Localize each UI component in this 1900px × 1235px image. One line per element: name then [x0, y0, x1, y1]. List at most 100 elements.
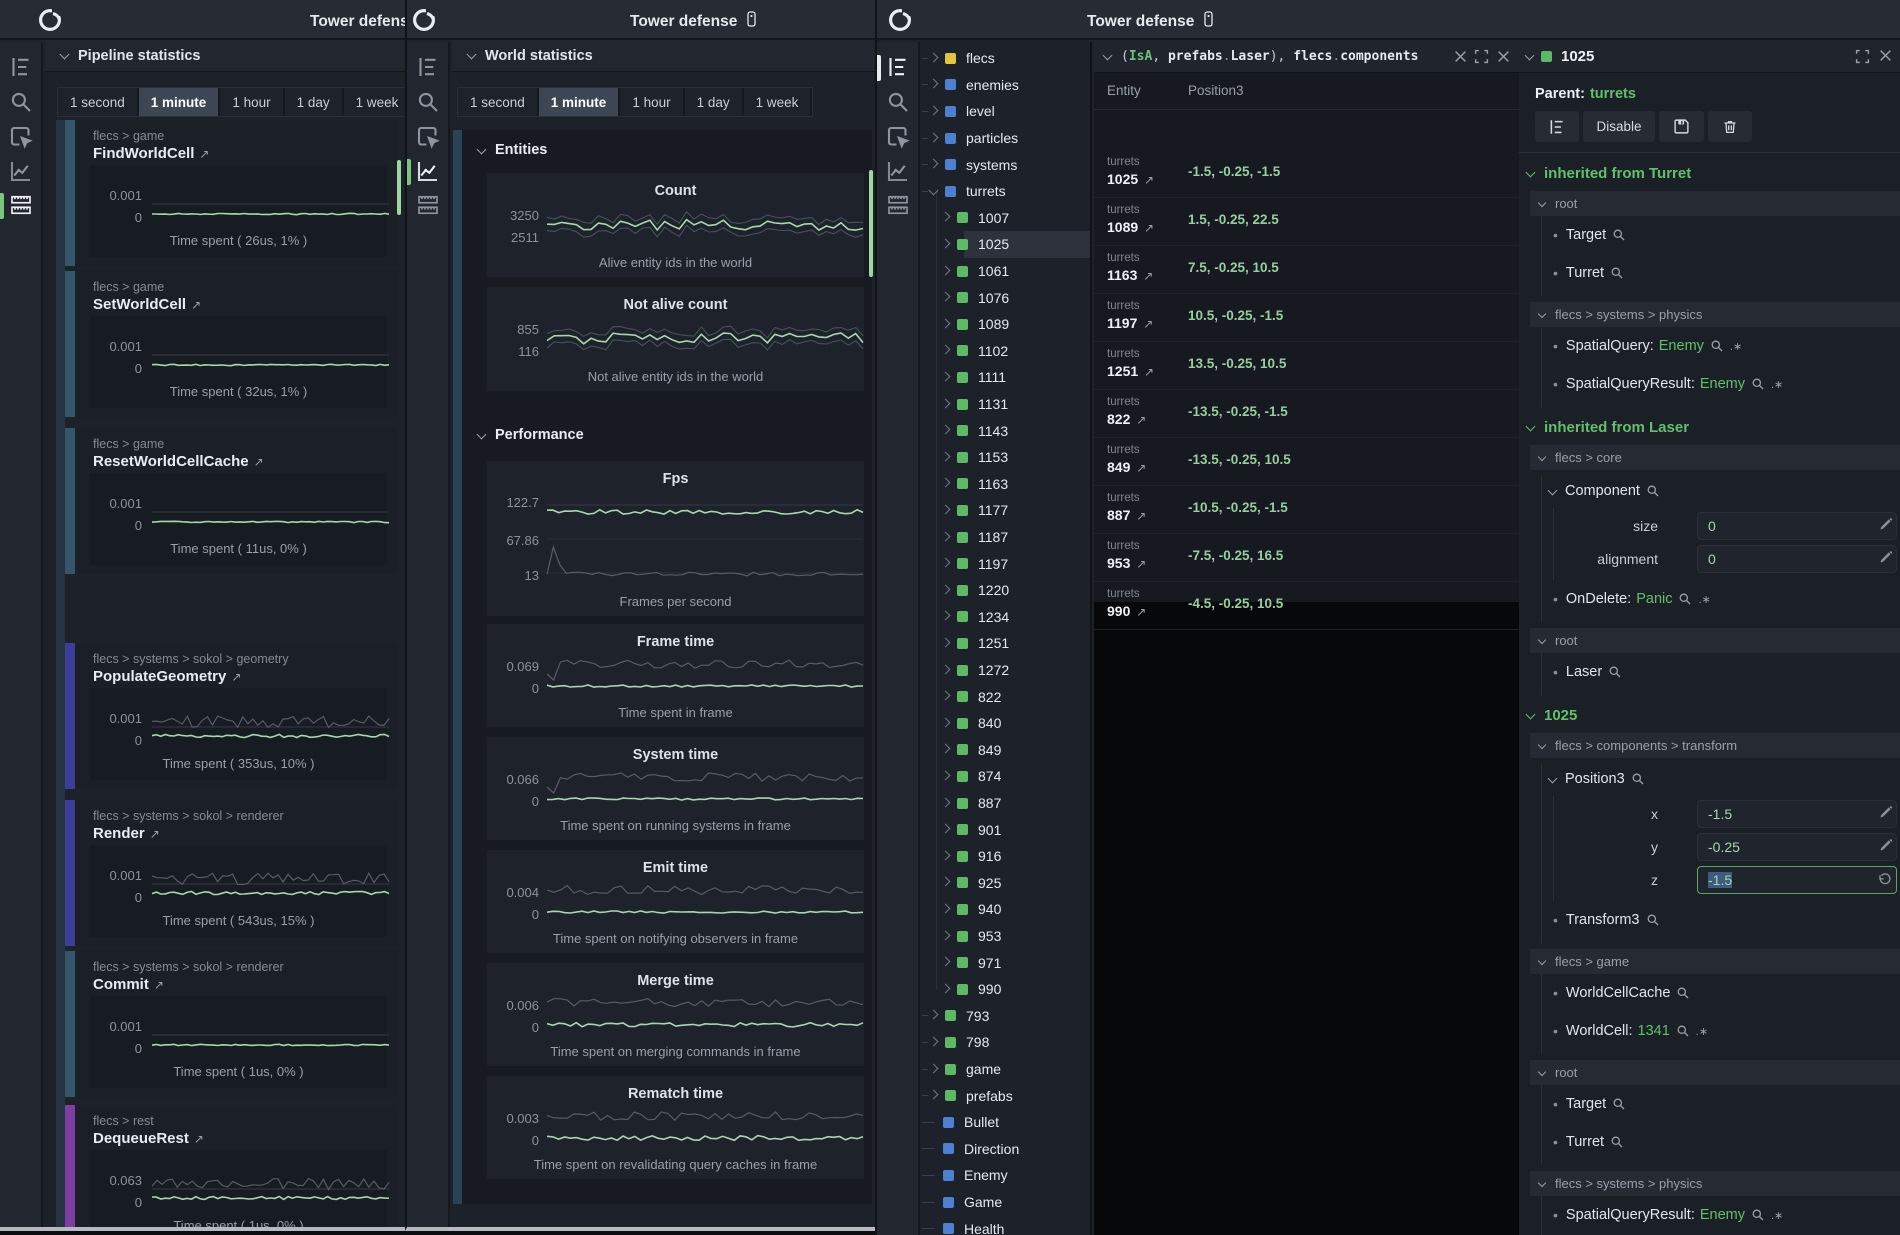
expand-chevron-icon[interactable] — [941, 904, 951, 914]
component-value[interactable]: Enemy — [1700, 1207, 1745, 1223]
component-value[interactable]: Panic — [1636, 591, 1672, 607]
card-title[interactable]: Render↗ — [93, 825, 160, 842]
row-entity[interactable]: 822 ↗ — [1107, 411, 1146, 427]
expand-chevron-icon[interactable] — [941, 265, 951, 275]
expand-chevron-icon[interactable] — [941, 212, 951, 222]
inspector-header[interactable]: 1025 — [1519, 40, 1900, 73]
search-icon[interactable] — [886, 90, 912, 116]
tree-item-particles[interactable]: particles — [920, 125, 1090, 152]
disable-button[interactable]: Disable — [1583, 111, 1655, 142]
tree-item-game[interactable]: game — [920, 1056, 1090, 1083]
card-title[interactable]: ResetWorldCellCache↗ — [93, 453, 264, 470]
statistics-chart-icon[interactable] — [9, 159, 35, 185]
titlebar[interactable]: Tower defense — [407, 0, 875, 40]
tree-item-940[interactable]: 940 — [920, 896, 1090, 923]
tree-item-1007[interactable]: 1007 — [920, 205, 1090, 232]
expand-chevron-icon[interactable] — [941, 664, 951, 674]
tree-item-798[interactable]: 798 — [920, 1029, 1090, 1056]
tree-item-887[interactable]: 887 — [920, 790, 1090, 817]
inherit-section-header[interactable]: inherited from Laser — [1527, 415, 1900, 439]
tree-item-822[interactable]: 822 — [920, 683, 1090, 710]
expand-chevron-icon[interactable] — [941, 584, 951, 594]
open-link-icon[interactable]: ↗ — [231, 670, 241, 684]
fullscreen-icon[interactable] — [1474, 49, 1489, 64]
inherit-section-header[interactable]: 1025 — [1527, 703, 1900, 727]
parent-link[interactable]: turrets — [1590, 86, 1636, 102]
component-item-Turret[interactable]: •Turret — [1542, 1123, 1900, 1161]
edit-pencil-icon[interactable] — [1878, 518, 1892, 532]
component-expand-Component[interactable]: Component — [1542, 476, 1900, 506]
expand-chevron-icon[interactable] — [929, 106, 939, 116]
tree-item-Bullet[interactable]: Bullet — [920, 1109, 1090, 1136]
tree-item-1187[interactable]: 1187 — [920, 524, 1090, 551]
tree-item-849[interactable]: 849 — [920, 737, 1090, 764]
query-row-1251[interactable]: turrets1251 ↗13.5, -0.25, 10.5 — [1094, 342, 1519, 390]
expand-chevron-icon[interactable] — [929, 1090, 939, 1100]
tab-1-second[interactable]: 1 second — [58, 88, 139, 116]
component-item-Transform3[interactable]: •Transform3 — [1542, 901, 1900, 939]
expand-chevron-icon[interactable] — [941, 505, 951, 515]
open-link-icon[interactable]: ↗ — [150, 827, 160, 841]
tree-view-icon[interactable] — [9, 55, 35, 81]
query-row-1197[interactable]: turrets1197 ↗10.5, -0.25, -1.5 — [1094, 294, 1519, 342]
search-icon[interactable] — [1610, 1135, 1624, 1149]
tree-item-1177[interactable]: 1177 — [920, 497, 1090, 524]
expand-chevron-icon[interactable] — [941, 957, 951, 967]
tab-1-hour[interactable]: 1 hour — [620, 88, 684, 116]
expand-chevron-icon[interactable] — [941, 531, 951, 541]
component-item-Target[interactable]: •Target — [1542, 1085, 1900, 1123]
row-entity[interactable]: 1197 ↗ — [1107, 315, 1153, 331]
statistics-chart-icon[interactable] — [886, 159, 912, 185]
component-item-SpatialQuery[interactable]: •SpatialQuery:Enemy.∗ — [1542, 327, 1900, 365]
edit-pencil-icon[interactable] — [1878, 551, 1892, 565]
expand-chevron-icon[interactable] — [941, 611, 951, 621]
card-title[interactable]: Commit↗ — [93, 976, 164, 993]
expand-chevron-icon[interactable] — [941, 744, 951, 754]
field-input-size[interactable]: 0 — [1697, 512, 1897, 540]
tree-item-1111[interactable]: 1111 — [920, 364, 1090, 391]
open-link-icon[interactable]: ↗ — [1144, 365, 1154, 379]
search-icon[interactable] — [1610, 266, 1624, 280]
module-path-bar[interactable]: flecs > game — [1530, 949, 1900, 974]
query-row-887[interactable]: turrets887 ↗-10.5, -0.25, -1.5 — [1094, 486, 1519, 534]
query-row-822[interactable]: turrets822 ↗-13.5, -0.25, -1.5 — [1094, 390, 1519, 438]
open-link-icon[interactable]: ↗ — [199, 147, 209, 161]
open-link-icon[interactable]: ↗ — [1136, 461, 1146, 475]
tab-1-second[interactable]: 1 second — [458, 88, 539, 116]
query-expression[interactable]: (IsA, prefabs.Laser), flecs.components — [1121, 49, 1418, 64]
open-link-icon[interactable]: ↗ — [1143, 317, 1153, 331]
tree-item-1076[interactable]: 1076 — [920, 284, 1090, 311]
undo-icon[interactable] — [1877, 872, 1892, 887]
query-row-953[interactable]: turrets953 ↗-7.5, -0.25, 16.5 — [1094, 534, 1519, 582]
tree-item-1153[interactable]: 1153 — [920, 444, 1090, 471]
component-value[interactable]: Enemy — [1700, 376, 1745, 392]
query-row-1163[interactable]: turrets1163 ↗7.5, -0.25, 10.5 — [1094, 246, 1519, 294]
titlebar[interactable]: Tower defense — [877, 0, 1900, 40]
tree-item-1220[interactable]: 1220 — [920, 577, 1090, 604]
pipeline-stats-icon[interactable] — [416, 193, 442, 219]
statistics-chart-icon[interactable] — [416, 159, 442, 185]
field-input-alignment[interactable]: 0 — [1697, 545, 1897, 573]
search-icon[interactable] — [1751, 1208, 1765, 1222]
expand-chevron-icon[interactable] — [941, 292, 951, 302]
expand-chevron-icon[interactable] — [929, 52, 939, 62]
expand-chevron-icon[interactable] — [941, 691, 951, 701]
expand-chevron-icon[interactable] — [941, 983, 951, 993]
card-title[interactable]: FindWorldCell↗ — [93, 145, 209, 162]
tree-item-793[interactable]: 793 — [920, 1003, 1090, 1030]
row-entity[interactable]: 953 ↗ — [1107, 555, 1146, 571]
tree-item-953[interactable]: 953 — [920, 923, 1090, 950]
delete-button[interactable] — [1708, 111, 1752, 142]
component-value[interactable]: Enemy — [1659, 338, 1704, 354]
expand-chevron-icon[interactable] — [929, 79, 939, 89]
component-item-SpatialQueryResult[interactable]: •SpatialQueryResult:Enemy.∗ — [1542, 1196, 1900, 1234]
component-item-WorldCell[interactable]: •WorldCell:1341.∗ — [1542, 1012, 1900, 1050]
tree-item-Game[interactable]: Game — [920, 1189, 1090, 1216]
expand-chevron-icon[interactable] — [941, 771, 951, 781]
component-item-SpatialQueryResult[interactable]: •SpatialQueryResult:Enemy.∗ — [1542, 365, 1900, 403]
row-entity[interactable]: 990 ↗ — [1107, 603, 1146, 619]
expand-chevron-icon[interactable] — [929, 132, 939, 142]
tree-item-1251[interactable]: 1251 — [920, 630, 1090, 657]
scrollbar-thumb[interactable] — [397, 160, 401, 215]
tree-view-icon[interactable] — [886, 55, 912, 81]
